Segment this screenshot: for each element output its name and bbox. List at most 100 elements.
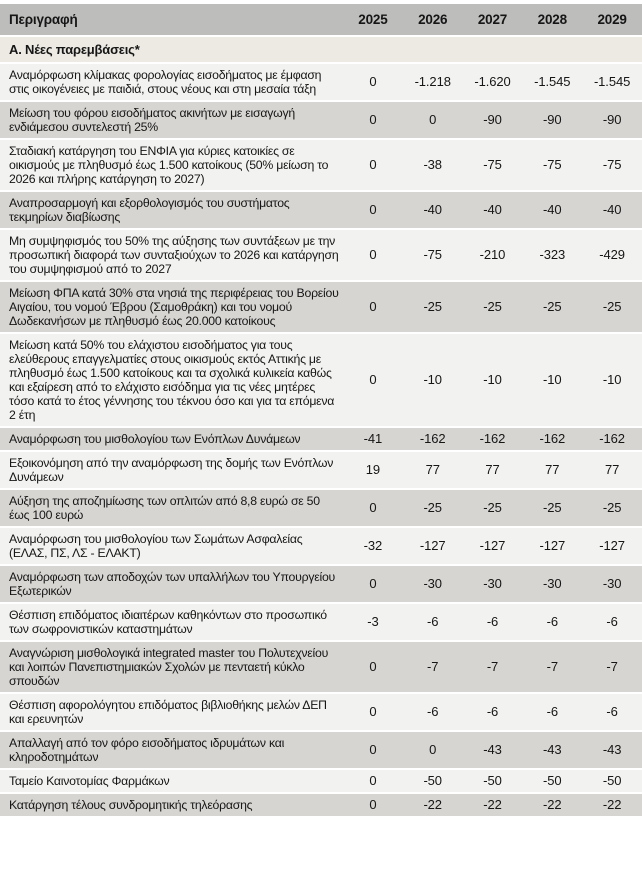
measure-value-2026: 0 xyxy=(402,102,463,138)
measure-value-2025: 0 xyxy=(343,794,403,816)
measure-value-2029: -6 xyxy=(582,694,642,730)
table-row: Αναμόρφωση κλίμακας φορολογίας εισοδήματ… xyxy=(0,64,642,100)
measure-value-2028: 77 xyxy=(522,452,583,488)
measure-value-2028: -127 xyxy=(522,528,583,564)
measure-value-2029: -127 xyxy=(582,528,642,564)
measure-value-2028: -43 xyxy=(522,732,583,768)
table-row: Αναπροσαρμογή και εξορθολογισμός του συσ… xyxy=(0,192,642,228)
fiscal-measures-table: Περιγραφή 2025 2026 2027 2028 2029 Α. Νέ… xyxy=(0,2,642,818)
measure-description: Απαλλαγή από τον φόρο εισοδήματος ιδρυμά… xyxy=(0,732,343,768)
measure-value-2027: -25 xyxy=(462,282,523,332)
measure-description: Θέσπιση αφορολόγητου επιδόματος βιβλιοθή… xyxy=(0,694,343,730)
measure-value-2025: 0 xyxy=(343,694,403,730)
column-header-2025: 2025 xyxy=(343,4,403,35)
measure-value-2027: -162 xyxy=(462,428,523,450)
table-row: Μη συμψηφισμός του 50% της αύξησης των σ… xyxy=(0,230,642,280)
measure-value-2027: -6 xyxy=(462,604,523,640)
measure-value-2028: -40 xyxy=(522,192,583,228)
measure-value-2025: 0 xyxy=(343,642,403,692)
measure-value-2029: -40 xyxy=(582,192,642,228)
measure-value-2027: -25 xyxy=(462,490,523,526)
measure-value-2027: -1.620 xyxy=(462,64,523,100)
measure-description: Αύξηση της αποζημίωσης των οπλιτών από 8… xyxy=(0,490,343,526)
measure-value-2026: -6 xyxy=(402,604,463,640)
table-row: Αύξηση της αποζημίωσης των οπλιτών από 8… xyxy=(0,490,642,526)
table-header-row: Περιγραφή 2025 2026 2027 2028 2029 xyxy=(0,4,642,35)
column-header-2028: 2028 xyxy=(522,4,583,35)
table-row: Αναμόρφωση των αποδοχών των υπαλλήλων το… xyxy=(0,566,642,602)
measure-value-2029: -162 xyxy=(582,428,642,450)
measure-value-2025: 0 xyxy=(343,140,403,190)
measure-value-2025: 0 xyxy=(343,732,403,768)
measure-description: Μη συμψηφισμός του 50% της αύξησης των σ… xyxy=(0,230,343,280)
measure-value-2026: -38 xyxy=(402,140,463,190)
measure-value-2029: -6 xyxy=(582,604,642,640)
measure-description: Αναγνώριση μισθολογικά integrated master… xyxy=(0,642,343,692)
measure-value-2029: -429 xyxy=(582,230,642,280)
measure-value-2029: -22 xyxy=(582,794,642,816)
measure-value-2025: -3 xyxy=(343,604,403,640)
measure-value-2025: 0 xyxy=(343,230,403,280)
measure-value-2025: 0 xyxy=(343,64,403,100)
measure-value-2028: -30 xyxy=(522,566,583,602)
measure-value-2026: -6 xyxy=(402,694,463,730)
column-header-2029: 2029 xyxy=(582,4,642,35)
measure-value-2028: -25 xyxy=(522,282,583,332)
measure-value-2029: -25 xyxy=(582,282,642,332)
measure-value-2025: 0 xyxy=(343,192,403,228)
measure-value-2025: 0 xyxy=(343,770,403,792)
measure-value-2025: 0 xyxy=(343,334,403,426)
measure-value-2028: -75 xyxy=(522,140,583,190)
column-header-2026: 2026 xyxy=(402,4,463,35)
measure-value-2029: -7 xyxy=(582,642,642,692)
measure-value-2028: -22 xyxy=(522,794,583,816)
measure-description: Μείωση του φόρου εισοδήματος ακινήτων με… xyxy=(0,102,343,138)
measure-value-2026: 0 xyxy=(402,732,463,768)
measure-description: Αναμόρφωση του μισθολογίου των Σωμάτων Α… xyxy=(0,528,343,564)
measure-value-2026: -25 xyxy=(402,490,463,526)
section-header-row: Α. Νέες παρεμβάσεις* xyxy=(0,37,642,62)
measure-value-2028: -323 xyxy=(522,230,583,280)
measure-value-2028: -50 xyxy=(522,770,583,792)
measure-value-2026: -10 xyxy=(402,334,463,426)
measure-value-2026: -7 xyxy=(402,642,463,692)
measure-description: Μείωση ΦΠΑ κατά 30% στα νησιά της περιφέ… xyxy=(0,282,343,332)
measure-value-2027: -30 xyxy=(462,566,523,602)
measure-value-2025: -32 xyxy=(343,528,403,564)
measure-value-2029: -43 xyxy=(582,732,642,768)
fiscal-measures-document: Περιγραφή 2025 2026 2027 2028 2029 Α. Νέ… xyxy=(0,2,642,818)
measure-value-2028: -162 xyxy=(522,428,583,450)
measure-value-2027: -6 xyxy=(462,694,523,730)
measure-value-2027: -50 xyxy=(462,770,523,792)
table-row: Θέσπιση επιδόματος ιδιαιτέρων καθηκόντων… xyxy=(0,604,642,640)
column-header-2027: 2027 xyxy=(462,4,523,35)
measure-value-2027: -90 xyxy=(462,102,523,138)
measure-value-2029: -50 xyxy=(582,770,642,792)
measure-value-2027: -75 xyxy=(462,140,523,190)
measure-value-2027: -7 xyxy=(462,642,523,692)
table-row: Σταδιακή κατάργηση του ΕΝΦΙΑ για κύριες … xyxy=(0,140,642,190)
measure-value-2027: -40 xyxy=(462,192,523,228)
table-row: Εξοικονόμηση από την αναμόρφωση της δομή… xyxy=(0,452,642,488)
measure-value-2026: -75 xyxy=(402,230,463,280)
measure-value-2026: -162 xyxy=(402,428,463,450)
measure-value-2026: -30 xyxy=(402,566,463,602)
table-row: Ταμείο Καινοτομίας Φαρμάκων 0 -50 -50 -50 -50 xyxy=(0,770,642,792)
measure-value-2029: -75 xyxy=(582,140,642,190)
table-row: Αναμόρφωση του μισθολογίου των Ενόπλων Δ… xyxy=(0,428,642,450)
measure-value-2029: -30 xyxy=(582,566,642,602)
measure-description: Μείωση κατά 50% του ελάχιστου εισοδήματο… xyxy=(0,334,343,426)
measure-value-2028: -7 xyxy=(522,642,583,692)
measure-value-2029: 77 xyxy=(582,452,642,488)
measure-value-2029: -25 xyxy=(582,490,642,526)
measure-value-2028: -6 xyxy=(522,694,583,730)
measure-value-2026: -1.218 xyxy=(402,64,463,100)
measure-value-2026: -22 xyxy=(402,794,463,816)
column-header-description: Περιγραφή xyxy=(0,4,343,35)
measure-value-2025: 0 xyxy=(343,102,403,138)
measure-description: Θέσπιση επιδόματος ιδιαιτέρων καθηκόντων… xyxy=(0,604,343,640)
table-row: Θέσπιση αφορολόγητου επιδόματος βιβλιοθή… xyxy=(0,694,642,730)
measure-value-2028: -90 xyxy=(522,102,583,138)
measure-value-2026: -50 xyxy=(402,770,463,792)
measure-value-2025: 0 xyxy=(343,490,403,526)
